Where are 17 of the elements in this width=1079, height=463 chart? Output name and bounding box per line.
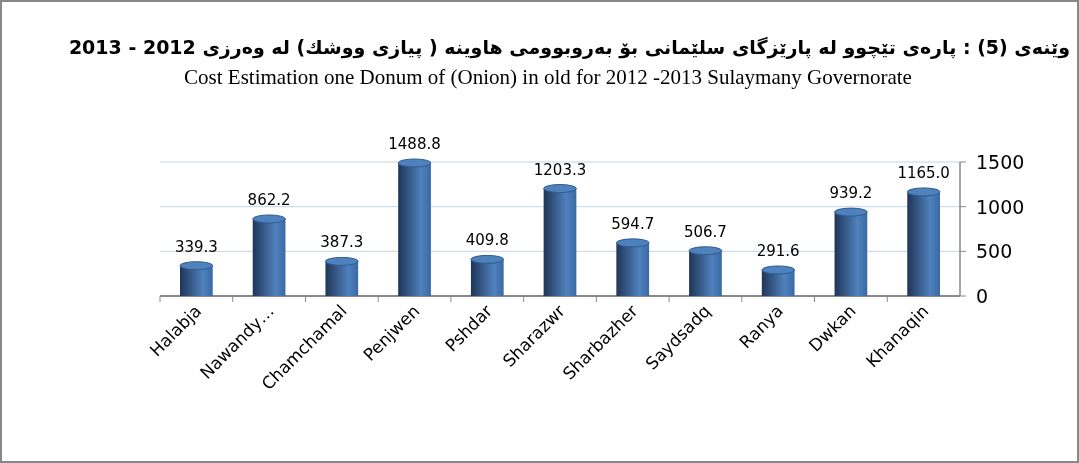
chart-title: وێنەی (5) : پارەی تێچوو لە پارێزگای سلێمانی بۆ بەروبوومی هاوینە ( پیازی ووشك) لە وەرزی 2012 - 2013 [68,36,1070,59]
y-tick-label: 500 [976,240,1013,263]
data-label: 594.7 [611,214,655,233]
data-label: 339.3 [174,237,218,256]
data-label: 291.6 [756,241,800,260]
data-label: 387.3 [320,233,364,252]
data-label: 1203.3 [533,160,587,179]
y-tick-label: 1500 [976,151,1025,173]
data-label: 409.8 [465,231,509,250]
data-label: 939.2 [829,184,873,203]
data-label: 862.2 [247,190,291,209]
data-label: 1165.0 [897,163,950,182]
data-label: 506.7 [683,222,727,241]
data-label: 1488.8 [388,135,441,153]
y-tick-label: 1000 [976,195,1025,218]
y-tick-label: 0 [976,285,989,307]
chart-subtitle: Cost Estimation one Donum of (Onion) in old for 2012 -2013 Sulaymany Governorate [184,65,912,89]
